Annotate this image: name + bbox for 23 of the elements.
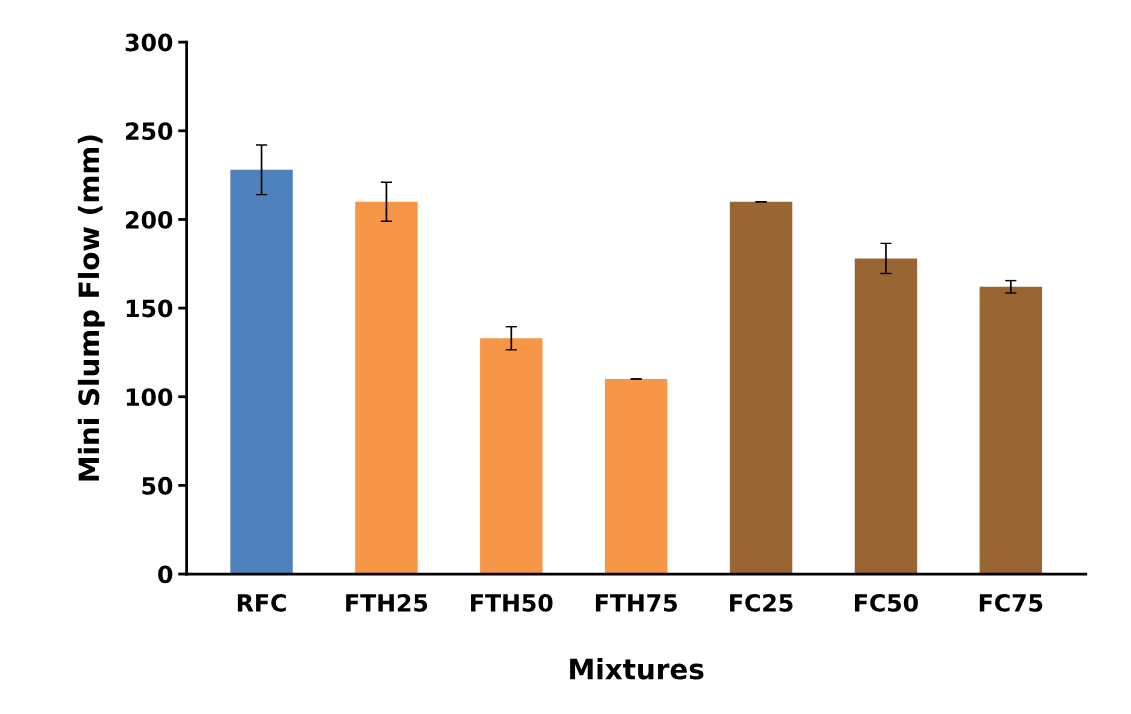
- x-tick-label: FTH50: [471, 593, 553, 612]
- bar: [854, 258, 918, 575]
- y-tick-label: 250: [126, 122, 173, 141]
- bar: [480, 338, 543, 575]
- y-tick-label: 50: [142, 476, 173, 495]
- y-tick-label: 100: [126, 388, 173, 407]
- x-axis-title: Mixtures: [570, 658, 704, 680]
- bar: [355, 201, 418, 575]
- y-tick-label: 150: [126, 299, 173, 318]
- x-tick-label: FC75: [979, 593, 1043, 612]
- x-tick-label: FTH25: [346, 593, 428, 612]
- y-axis-title: Mini Slump Flow (mm): [77, 135, 105, 481]
- bar: [979, 286, 1043, 575]
- x-tick-label: FTH75: [595, 594, 677, 612]
- x-tick-label: FC50: [854, 593, 918, 612]
- x-tick-label: FC25: [730, 593, 793, 612]
- bar: [604, 379, 668, 575]
- bar: [230, 169, 293, 575]
- y-tick-label: 300: [125, 33, 173, 52]
- y-tick-label: 200: [126, 210, 173, 229]
- x-tick-label: RFC: [237, 593, 286, 612]
- y-tick-label: 0: [158, 565, 173, 584]
- bar: [729, 201, 793, 575]
